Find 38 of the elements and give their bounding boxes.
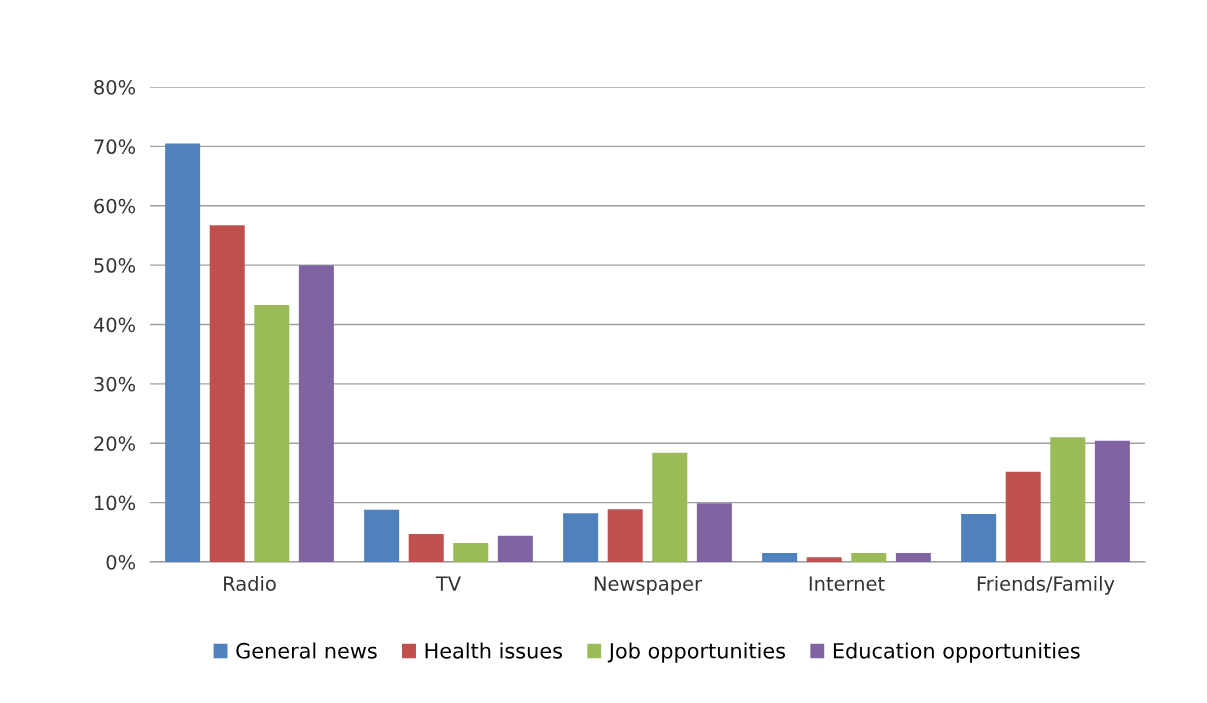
- bar: [1050, 437, 1086, 562]
- bar: [497, 535, 533, 562]
- legend-label: Health issues: [425, 642, 562, 659]
- y-tick-label: 20%: [94, 436, 136, 451]
- bar: [652, 452, 688, 562]
- bar: [607, 509, 643, 562]
- bar: [254, 304, 290, 562]
- y-tick-label: 70%: [94, 139, 136, 155]
- bar: [895, 553, 931, 562]
- x-tick-label: Internet: [809, 576, 885, 591]
- y-tick-label: 40%: [93, 317, 136, 333]
- x-tick-label: Newspaper: [594, 576, 703, 595]
- bar: [453, 543, 489, 562]
- x-tick-label: TV: [435, 576, 461, 591]
- bar: [364, 509, 400, 562]
- bar: [806, 557, 842, 562]
- bar: [165, 143, 201, 562]
- bar: [563, 513, 599, 562]
- y-tick-label: 30%: [94, 376, 136, 392]
- y-tick-label: 60%: [94, 198, 136, 214]
- bar: [1005, 471, 1041, 562]
- y-tick-label: 80%: [94, 79, 136, 95]
- x-tick-label: Friends/Family: [977, 575, 1115, 595]
- bar: [1094, 440, 1130, 562]
- bar: [408, 534, 444, 562]
- legend-label: Education opportunities: [833, 642, 1080, 663]
- bar: [209, 225, 245, 562]
- y-tick-label: 50%: [94, 258, 136, 273]
- y-tick-label: 0%: [106, 554, 136, 570]
- x-tick-label: Radio: [224, 575, 276, 591]
- bar: [762, 553, 798, 562]
- bar: [961, 513, 997, 562]
- y-tick-label: 10%: [95, 495, 136, 511]
- bar: [298, 265, 334, 562]
- legend-label: General news: [236, 642, 377, 659]
- legend-label: Job opportunities: [607, 642, 786, 663]
- bar: [696, 503, 732, 562]
- bar: [851, 553, 887, 562]
